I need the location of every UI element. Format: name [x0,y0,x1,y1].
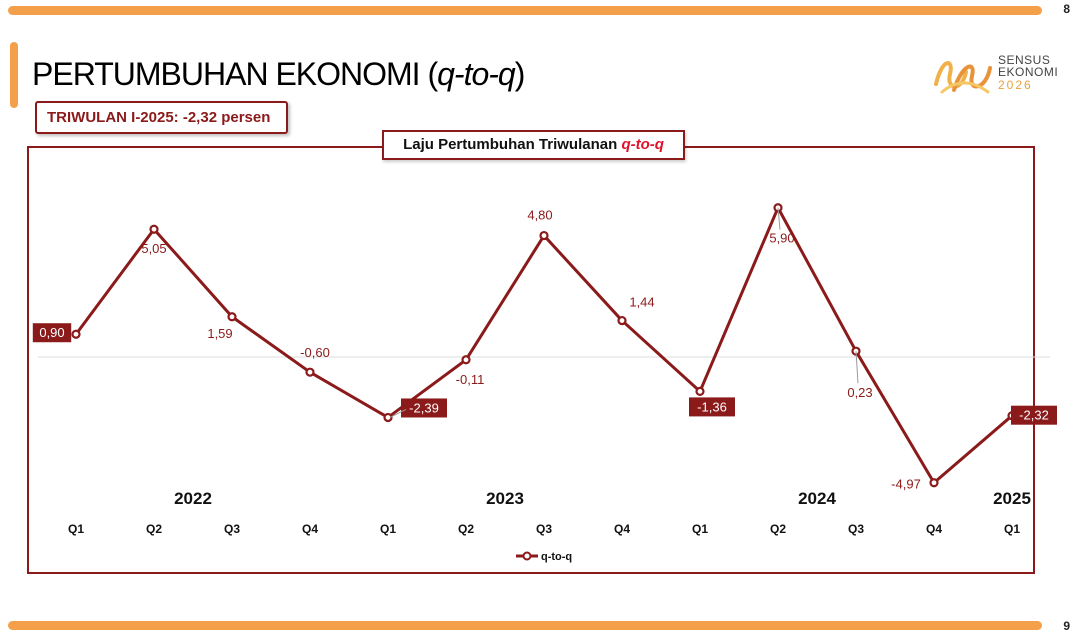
title-italic: q-to-q [437,56,516,92]
data-point [227,312,237,322]
data-label: -1,36 [697,399,727,414]
data-point [695,386,705,397]
summary-badge: TRIWULAN I-2025: -2,32 persen [35,101,288,134]
year-label: 2023 [486,489,524,508]
logo-text-year: 2026 [998,78,1033,92]
data-label: -4,97 [891,477,921,492]
data-label: 0,23 [847,385,872,400]
data-point [929,478,939,488]
data-point [617,315,627,326]
data-label: -0,60 [300,345,330,360]
x-tick-label: Q1 [68,522,84,536]
data-point [71,329,81,339]
data-label: 4,80 [527,208,552,223]
data-label: 5,05 [141,241,166,256]
title-end: ) [514,56,526,92]
leader-line [389,409,407,418]
data-label-box [32,323,72,343]
data-point [149,224,159,234]
data-point [461,355,471,365]
logo-text-ekonomi: EKONOMI [998,65,1059,79]
x-tick-label: Q2 [146,522,162,536]
title-main: PERTUMBUHAN EKONOMI ( [32,56,438,92]
data-label: 1,59 [207,326,232,341]
chart-title-suffix: q-to-q [621,136,664,153]
x-tick-label: Q2 [770,522,786,536]
year-label: 2024 [798,489,836,508]
title-accent-bar [10,42,18,108]
year-label: 2022 [174,489,212,508]
data-label: 0,90 [39,325,64,340]
chart-title-prefix: Laju Pertumbuhan Triwulanan [403,136,622,153]
data-point [383,412,393,423]
data-label-box [689,397,735,417]
chart-title: Laju Pertumbuhan Triwulanan q-to-q [382,130,685,160]
leader-line [777,207,781,230]
data-point [305,367,315,377]
x-tick-label: Q3 [224,522,240,536]
logo-text-sensus: SENSUS [998,53,1051,67]
data-label: -2,39 [409,400,439,415]
data-label: -0,11 [456,372,485,387]
legend-label: q-to-q [541,551,572,563]
x-tick-label: Q3 [536,522,552,536]
page-number-top: 8 [1063,2,1070,16]
x-tick-label: Q1 [692,522,708,536]
logo-mark-icon [934,61,992,94]
x-tick-label: Q2 [458,522,474,536]
page-number-bottom: 9 [1063,619,1070,633]
top-accent-bar [8,6,1042,15]
page-title: PERTUMBUHAN EKONOMI (q-to-q) [32,56,526,93]
bottom-accent-bar [8,621,1042,630]
year-label: 2025 [993,489,1031,508]
data-point [539,230,549,241]
x-tick-label: Q1 [380,522,396,536]
x-tick-label: Q1 [1004,522,1020,536]
x-tick-label: Q4 [614,522,630,536]
legend-marker [522,551,532,561]
data-label: 1,44 [629,295,654,310]
x-tick-label: Q3 [848,522,864,536]
sensus-ekonomi-logo: SENSUS EKONOMI 2026 [932,50,1058,100]
data-label: -2,32 [1019,408,1049,423]
data-label-box [1011,405,1057,425]
leader-line [855,351,859,384]
data-label: 5,90 [769,231,794,246]
data-label-box [401,398,447,418]
series-line [74,206,1013,485]
x-tick-label: Q4 [926,522,942,536]
x-tick-label: Q4 [302,522,318,536]
